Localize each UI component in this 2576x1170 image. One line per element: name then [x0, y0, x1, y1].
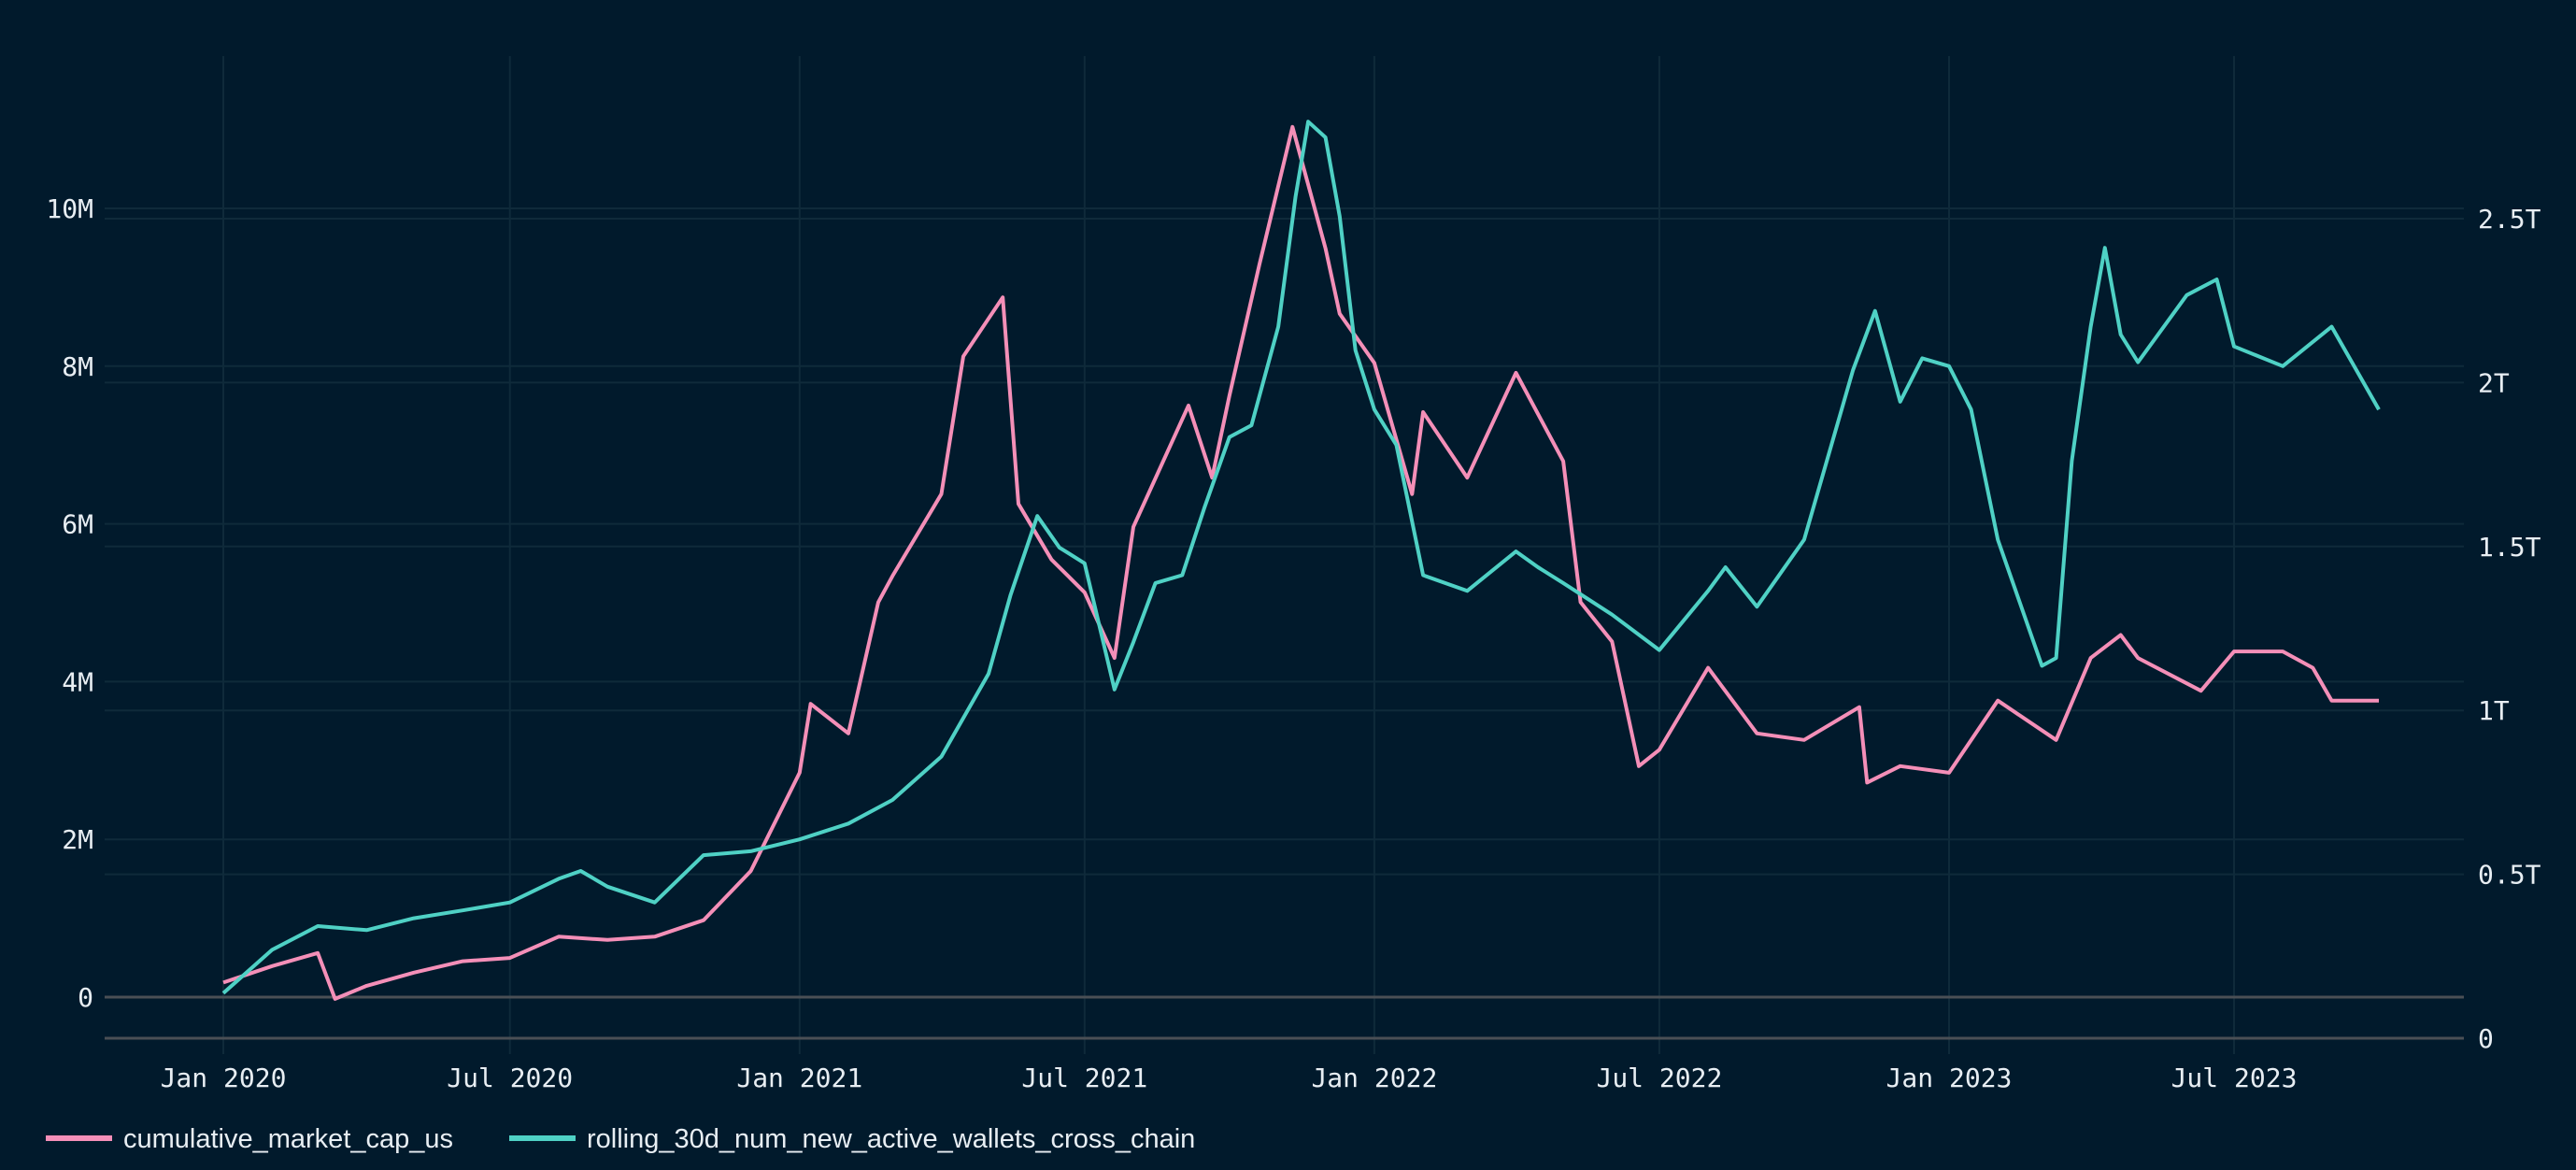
series-line-active-wallets [221, 120, 2381, 995]
y-right-tick-label: 0 [2478, 1023, 2494, 1054]
x-tick-label: Jan 2021 [736, 1063, 862, 1093]
series-line-market-cap [222, 124, 2379, 1001]
y-left-tick-label: 6M [62, 509, 93, 540]
y-right-tick-label: 1.5T [2478, 532, 2541, 563]
x-tick-label: Jan 2022 [1311, 1063, 1437, 1093]
legend: cumulative_market_cap_us rolling_30d_num… [46, 1124, 1195, 1154]
legend-label-market-cap: cumulative_market_cap_us [123, 1124, 453, 1154]
y-right-tick-label: 1T [2478, 695, 2510, 726]
x-tick-label: Jul 2020 [447, 1063, 573, 1093]
series-lines [221, 120, 2381, 1001]
y-left-tick-label: 10M [46, 193, 93, 224]
x-tick-label: Jul 2022 [1596, 1063, 1722, 1093]
y-right-tick-label: 0.5T [2478, 860, 2541, 891]
x-tick-label: Jan 2023 [1886, 1063, 2013, 1093]
legend-label-active-wallets: rolling_30d_num_new_active_wallets_cross… [587, 1124, 1195, 1154]
y-left-tick-label: 8M [62, 351, 93, 382]
x-tick-label: Jul 2021 [1021, 1063, 1147, 1093]
x-tick-label: Jul 2023 [2171, 1063, 2298, 1093]
y-right-tick-label: 2T [2478, 367, 2510, 398]
gridlines [105, 56, 2464, 1054]
axes: Jan 2020 Jul 2020 Jan 2021 Jul 2021 Jan 2022… [46, 193, 2540, 1093]
y-left-tick-label: 0 [78, 982, 93, 1013]
y-right-tick-label: 2.5T [2478, 204, 2541, 235]
y-left-tick-label: 4M [62, 666, 93, 697]
y-left-tick-label: 2M [62, 824, 93, 855]
x-tick-label: Jan 2020 [161, 1063, 287, 1093]
